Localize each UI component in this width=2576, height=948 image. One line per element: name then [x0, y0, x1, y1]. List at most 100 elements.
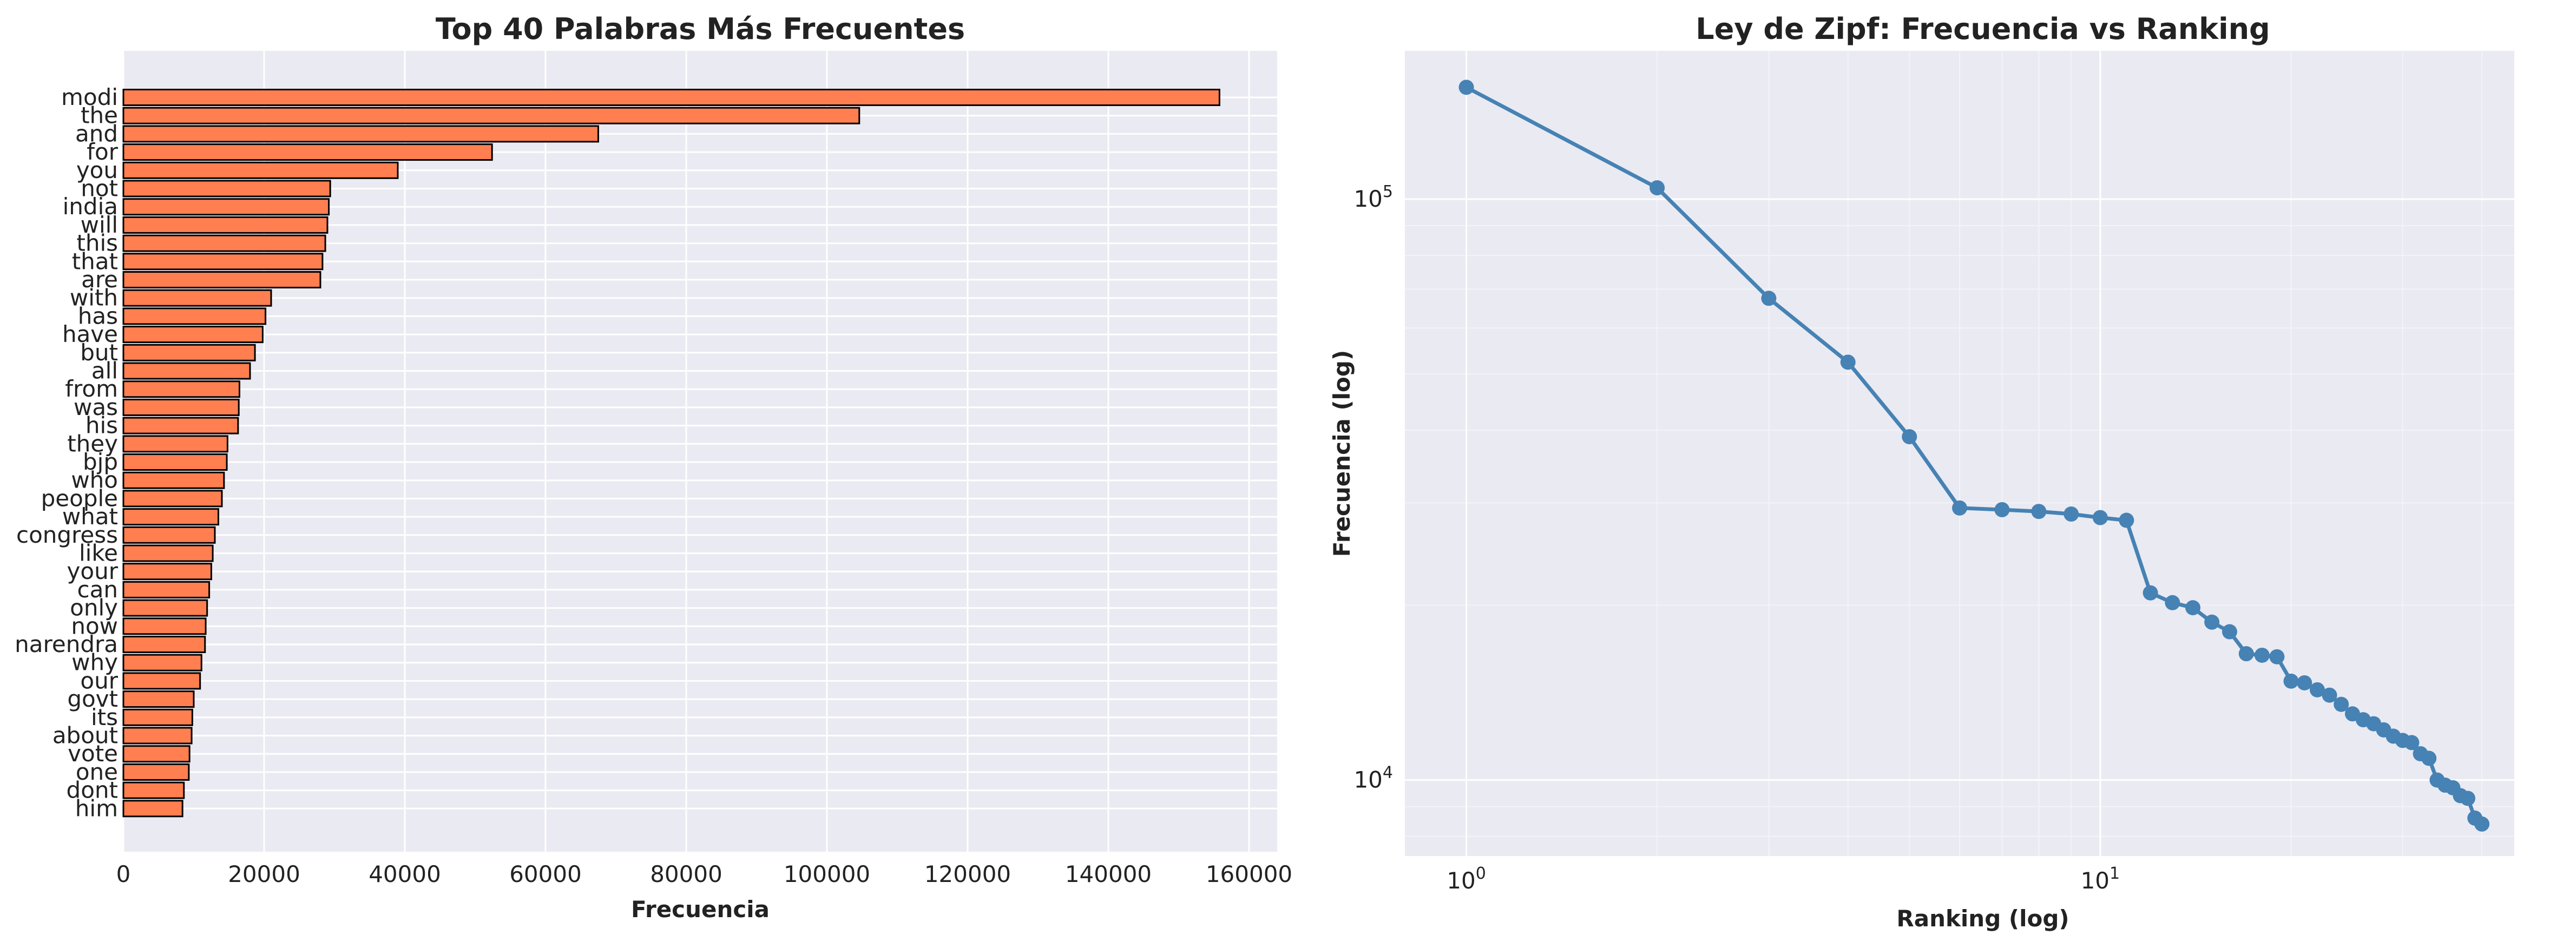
bar-category-label: one: [76, 759, 118, 785]
bar: [122, 307, 267, 325]
bar: [122, 617, 207, 635]
bar: [122, 398, 240, 416]
bar-chart-panel: 0 20000 40000 60000 80000 100000 120000 140000 1…: [15, 12, 1292, 923]
bar: [122, 107, 860, 124]
bar-category-label: like: [79, 540, 118, 567]
bar-category-label: bjp: [83, 449, 118, 475]
bar-marks: [122, 89, 1220, 818]
zipf-data-point: [2254, 647, 2270, 663]
bar-category-label: our: [80, 667, 118, 694]
zipf-data-point: [2421, 751, 2437, 766]
bar-category-label: not: [81, 175, 118, 202]
zipf-x-tick-label: 101: [2081, 864, 2120, 894]
bar-category-label: from: [65, 376, 118, 402]
bar-category-label: about: [52, 722, 118, 749]
bar-category-label: you: [76, 157, 118, 183]
bar-category-label: for: [87, 139, 118, 165]
zipf-data-point: [2322, 687, 2337, 703]
bar: [122, 417, 239, 435]
zipf-chart-panel: 100 101 104 105 Ley de Zipf: Frecuencia vs …: [1329, 12, 2514, 932]
zipf-data-point: [2309, 682, 2325, 697]
bar-category-label: are: [81, 266, 118, 293]
zipf-x-tick-label: 100: [1447, 864, 1486, 894]
zipf-y-tick-label: 104: [1353, 763, 1393, 793]
bar: [122, 544, 214, 562]
zipf-data-point: [2269, 649, 2285, 664]
zipf-axis-ticks: 100 101 104 105: [1353, 182, 2120, 894]
bar: [122, 271, 321, 288]
bar-category-label: that: [72, 248, 118, 274]
bar-category-label: only: [70, 595, 118, 621]
bar-x-axis-label: Frecuencia: [631, 896, 770, 923]
bar-category-labels: moditheandforyounotindiawillthisthatarew…: [15, 84, 119, 821]
bar-category-label: govt: [67, 686, 118, 712]
zipf-data-point: [1650, 180, 1665, 196]
bar: [122, 508, 219, 526]
bar-category-label: why: [71, 649, 118, 676]
bar-x-tick-label: 140000: [1065, 861, 1152, 887]
zipf-y-tick-label: 105: [1353, 182, 1393, 212]
bar: [122, 234, 326, 252]
zipf-data-point: [2474, 816, 2490, 832]
bar-category-label: was: [74, 394, 118, 420]
bar: [122, 289, 272, 307]
bar: [122, 526, 216, 544]
bar-category-label: its: [91, 704, 118, 730]
bar-category-label: will: [81, 212, 118, 238]
zipf-x-axis-label: Ranking (log): [1896, 905, 2069, 932]
zipf-data-point: [1761, 291, 1777, 306]
bar-category-label: india: [63, 193, 118, 220]
bar: [122, 636, 206, 653]
bar: [122, 781, 185, 799]
zipf-data-point: [1994, 502, 2010, 517]
zipf-data-point: [2031, 504, 2047, 519]
bar-category-label: with: [70, 285, 118, 311]
bar-category-label: the: [81, 102, 118, 129]
bar-category-label: his: [86, 412, 118, 439]
bar-category-label: your: [67, 558, 119, 584]
bar: [122, 344, 256, 361]
zipf-data-point: [2460, 791, 2475, 806]
bar-category-label: what: [62, 503, 118, 530]
bar: [122, 763, 190, 781]
bar: [122, 690, 195, 708]
bar: [122, 198, 330, 216]
zipf-data-point: [2222, 624, 2237, 640]
bar-category-label: who: [71, 467, 118, 493]
bar: [122, 161, 399, 179]
bar-category-label: now: [71, 613, 118, 639]
bar-category-label: modi: [61, 84, 118, 110]
zipf-data-point: [2064, 506, 2079, 522]
zipf-data-point: [2404, 735, 2420, 751]
bar-x-tick-label: 60000: [509, 861, 582, 887]
zipf-data-point: [2092, 510, 2108, 525]
bar-x-tick-label: 20000: [228, 861, 300, 887]
bar: [122, 143, 493, 161]
zipf-series: [1458, 80, 2490, 832]
zipf-data-point: [2185, 600, 2201, 616]
zipf-y-axis-label: Frecuencia (log): [1329, 350, 1355, 557]
bar: [122, 216, 328, 234]
bar-category-label: narendra: [15, 631, 118, 657]
zipf-data-point: [2204, 614, 2220, 630]
bar-x-tick-label: 120000: [924, 861, 1011, 887]
bar: [122, 672, 201, 690]
zipf-data-point: [2334, 696, 2349, 712]
bar: [122, 490, 223, 508]
zipf-data-point: [2238, 646, 2254, 662]
bar-category-label: dont: [67, 777, 118, 804]
bar: [122, 362, 251, 380]
bar-category-label: this: [76, 230, 118, 256]
bar-chart-title: Top 40 Palabras Más Frecuentes: [436, 12, 965, 46]
bar-category-label: can: [77, 576, 118, 603]
bar-category-label: him: [75, 795, 118, 821]
bar: [122, 380, 240, 398]
bar-x-ticks: 0 20000 40000 60000 80000 100000 120000 140000 1…: [116, 861, 1293, 887]
bar-category-label: have: [62, 321, 118, 347]
bar-category-label: all: [91, 358, 118, 384]
bar: [122, 708, 193, 726]
zipf-data-point: [1902, 429, 1917, 445]
bar-x-tick-label: 100000: [784, 861, 870, 887]
bar: [122, 89, 1220, 106]
zipf-data-point: [2283, 673, 2299, 689]
